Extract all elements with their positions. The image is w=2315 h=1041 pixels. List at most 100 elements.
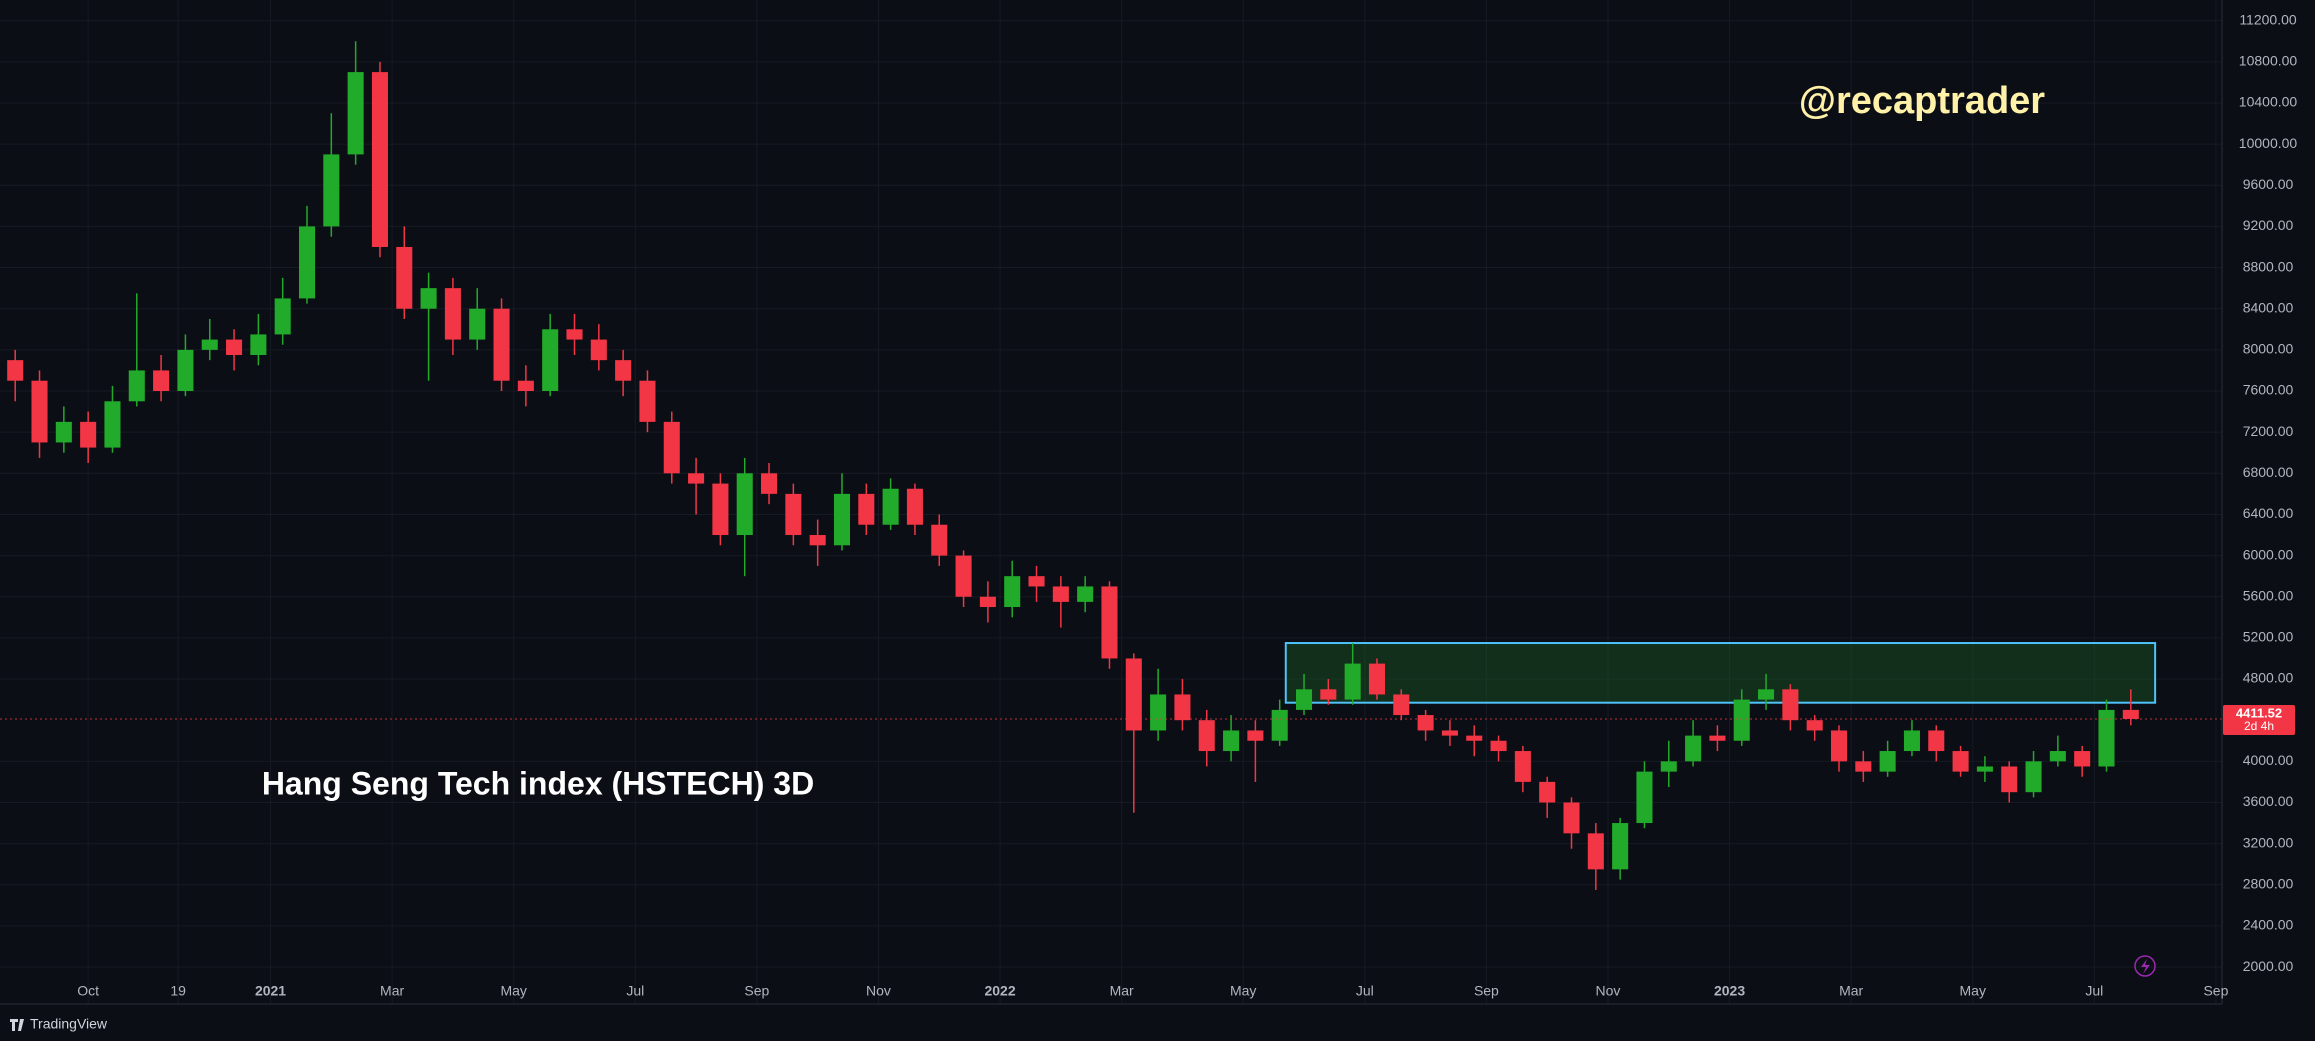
candle-body [1514,751,1531,782]
handle: @recaptrader [1799,80,2045,122]
candle-body [1758,689,1775,700]
x-tick-label: Sep [744,983,769,999]
candle-body [298,226,316,299]
x-tick-label: Oct [77,983,99,999]
candle-body [323,154,340,227]
candle-body [55,421,72,443]
y-tick-label: 2400.00 [2243,917,2294,933]
candle-body [785,493,802,536]
x-tick-label: Jul [1356,983,1374,999]
x-tick-label: May [1960,983,1986,999]
alert-icon[interactable] [2134,955,2156,977]
x-tick-label: Nov [1596,983,1621,999]
candle-body [1441,730,1458,736]
candle-body [1806,720,1823,731]
y-tick-label: 10800.00 [2239,53,2298,69]
candle-body [2098,709,2115,767]
candle-body [371,72,388,247]
candle-body [542,329,559,392]
candle-body [1368,663,1385,695]
candle-body [1830,730,1848,762]
candle-body [31,380,48,443]
x-tick-label: Nov [866,983,891,999]
candle-body [1612,823,1629,870]
candle-body [444,288,461,340]
x-tick-label: Mar [1839,983,1863,999]
candle-body [1271,709,1288,741]
y-tick-label: 5200.00 [2243,629,2294,645]
candle-body [688,473,705,484]
candle-body [469,308,486,340]
candle-body [2001,766,2018,793]
candle-body [1344,663,1361,700]
candle-body [1928,730,1945,752]
price-label-box [2223,704,2295,735]
y-tick-label: 10400.00 [2239,94,2298,110]
y-tick-label: 5600.00 [2243,587,2294,603]
x-tick-label: Sep [2203,983,2228,999]
candle-body [396,246,413,309]
x-tick-label: Jul [2085,983,2103,999]
x-tick-label: Mar [1110,983,1134,999]
candle-body [1004,576,1021,608]
candle-body [1198,720,1215,752]
y-tick-label: 3200.00 [2243,834,2294,850]
candles [0,41,2222,890]
candle-body [153,370,170,392]
candle-body [955,555,972,597]
candle-body [1077,586,1094,602]
y-tick-label: 10000.00 [2239,135,2298,151]
brand: TradingView [30,1016,108,1032]
price-label: 4411.52 [2236,705,2282,720]
candle-body [2025,761,2042,793]
candle-body [1636,771,1653,824]
y-tick-label: 4800.00 [2243,670,2294,686]
candle-body [1952,751,1969,772]
y-tick-label: 6000.00 [2243,546,2294,562]
candle-body [1052,586,1069,602]
candle-body [979,596,996,608]
candle-body [590,339,607,361]
candle-body [420,288,437,309]
x-tick-label: May [1230,983,1256,999]
x-tick-label: 2022 [984,983,1015,999]
candle-body [663,421,680,474]
candle-body [1320,689,1337,700]
candle-body [1466,735,1483,741]
candle-body [493,308,510,381]
candle-body [809,535,826,546]
candle-body [1393,694,1410,716]
candle-body [80,421,97,448]
y-tick-label: 2000.00 [2243,958,2294,974]
candle-body [1709,735,1726,741]
candle-body [347,72,364,155]
y-tick-label: 9600.00 [2243,176,2294,192]
candle-body [1976,766,1993,772]
candle-body [250,334,267,356]
candle-body [7,360,24,381]
x-tick-label: 2021 [255,983,286,999]
candle-body [2074,751,2091,767]
y-tick-label: 7600.00 [2243,382,2294,398]
candle-body [1247,730,1264,741]
candle-body [1101,586,1118,659]
candle-body [517,380,534,392]
candle-body [833,493,851,546]
candle-body [882,488,899,525]
candle-body [226,339,243,356]
candle-body [615,360,632,381]
candle-body [1903,730,1920,752]
candle-body [201,339,218,350]
brand-logo [10,1019,24,1031]
alert-bolt [2141,959,2150,974]
x-tick-label: 19 [170,983,186,999]
candle-body [639,380,656,422]
candle-body [1539,781,1556,803]
footer [0,1012,2315,1041]
x-tick-label: 2023 [1714,983,1745,999]
grid [0,0,2222,1004]
zone [1284,642,2157,704]
x-tick-label: Jul [626,983,644,999]
